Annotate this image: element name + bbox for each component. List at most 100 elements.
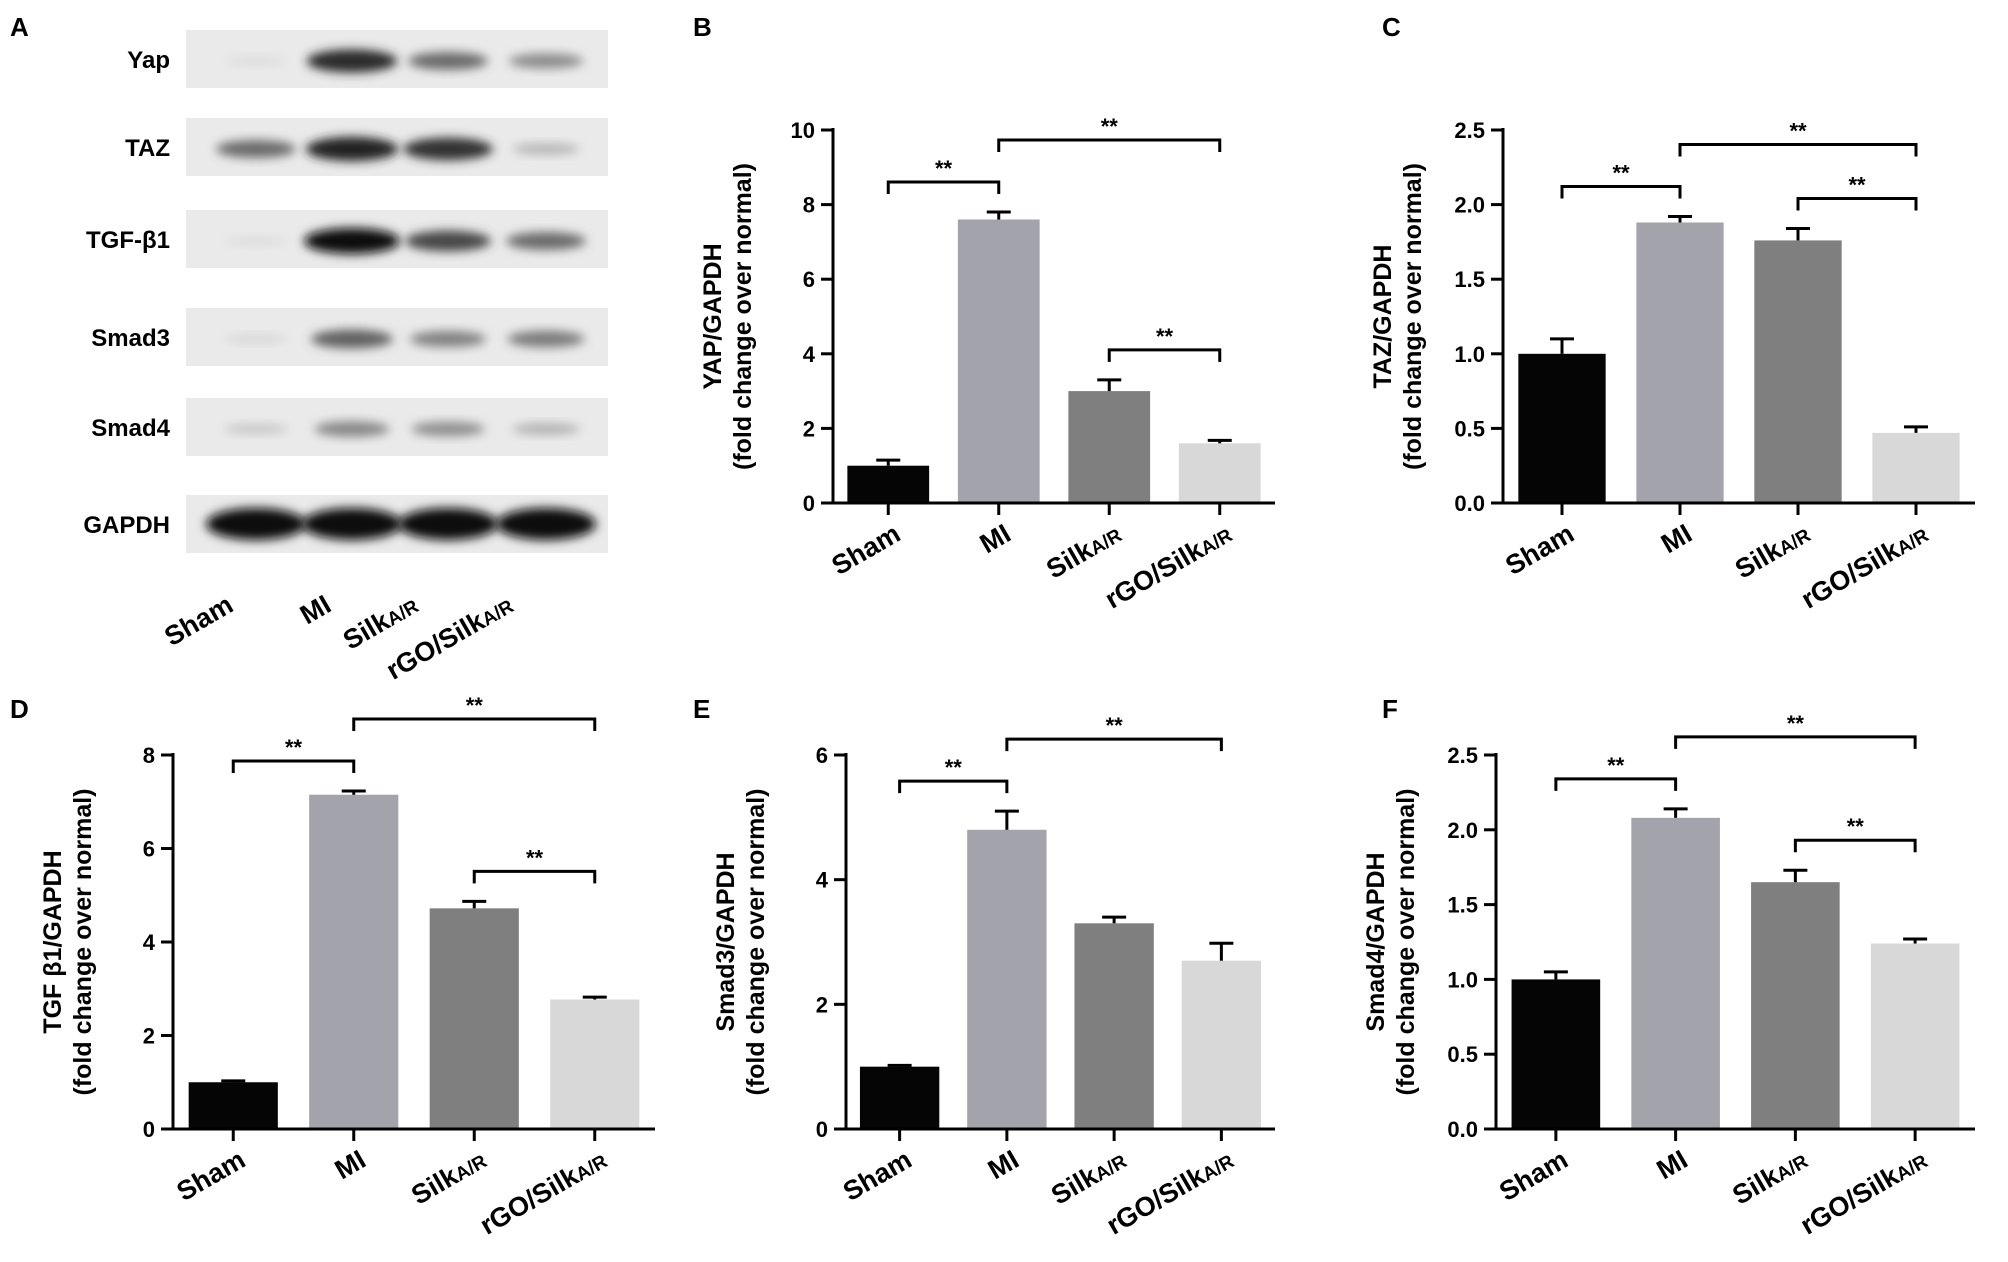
panel-letter: D [10,694,29,724]
x-tick-label-main: MI [330,1144,371,1185]
blot-band [512,143,580,155]
bar-Sham [188,1082,278,1129]
significance-bracket [231,759,356,773]
blot-band [411,421,485,437]
significance-label: ** [935,156,953,181]
significance-bracket [898,779,1009,794]
blot-label: Smad3 [91,325,170,352]
significance-bracket [1796,196,1918,211]
x-tick-label: Sham [1500,518,1579,581]
y-tick-label: 0.0 [1454,491,1485,516]
y-tick-label: 1.5 [1454,267,1485,292]
y-axis-label: TAZ/GAPDH(fold change over normal) [1369,163,1427,470]
significance-label: ** [945,755,963,780]
blot-band [311,329,393,349]
panel-letter: B [693,12,712,42]
y-tick-label: 2 [816,992,828,1017]
y-tick-label: 4 [803,342,816,367]
bar-chart-D: D 0 2 4 6 8 TGF β1/GAPDH(fold change over norm… [10,693,655,1241]
bar-Sham [847,465,930,503]
y-axis-label: TGF β1/GAPDH(fold change over normal) [39,789,97,1096]
x-tick-label-main: rGO/Silk [1796,534,1905,614]
y-tick-label: 1.0 [1447,967,1478,992]
significance-bracket [1793,838,1917,853]
blot-band [225,56,287,66]
significance-label: ** [1106,713,1124,738]
blot-band [512,423,580,435]
y-axis-label-line1: YAP/GAPDH [699,243,727,389]
significance-bracket [352,717,597,731]
significance-label: ** [1612,161,1630,186]
bar-rGOSilkAR [1870,943,1960,1129]
x-tick-label-main: MI [1656,518,1697,559]
y-tick-label: 1.0 [1454,342,1485,367]
significance-bracket [1560,185,1682,199]
blot-band [314,421,390,437]
x-tick-label-main: Sham [838,1144,917,1207]
blot-band [225,334,287,344]
y-tick-label: 0 [816,1117,828,1142]
bar-MI [1636,222,1724,503]
significance-bracket [997,138,1222,153]
bar-MI [957,219,1040,503]
blot-row: Smad3 [91,308,608,366]
x-tick-label: rGO/SilkA/R [1795,1144,1932,1241]
blot-band [225,236,287,246]
x-tick-label: Sham [1494,1144,1573,1207]
bar-SilkAR [1754,240,1842,503]
significance-label: ** [1847,814,1865,839]
y-tick-label: 4 [816,868,829,893]
x-tick-label-main: MI [975,518,1016,559]
y-tick-label: 2 [803,416,815,441]
y-tick-label: 0 [143,1117,155,1142]
blot-band [508,53,584,69]
bar-chart-F: F 0.0 0.5 1.0 1.5 2.0 2.5 Smad4/GAPDH(fold chan… [1362,694,1975,1241]
blot-row: GAPDH [83,495,608,553]
significance-label: ** [466,693,484,718]
y-axis-label: Smad4/GAPDH(fold change over normal) [1362,789,1420,1096]
y-tick-label: 2.5 [1447,743,1478,768]
y-tick-label: 2.0 [1447,818,1478,843]
blot-band [206,508,306,540]
bar-MI [967,829,1047,1129]
x-tick-label: rGO/SilkA/R [1100,518,1237,615]
x-tick-label-main: MI [983,1144,1024,1185]
bar-Sham [859,1066,940,1129]
significance-bracket [472,869,597,884]
x-tick-label-main: MI [1652,1144,1693,1185]
blot-label: TGF-β1 [86,227,170,254]
y-tick-label: 2 [143,1024,155,1049]
y-tick-label: 2.0 [1454,193,1485,218]
blot-row: TAZ [125,118,608,176]
significance-bracket [1107,348,1222,362]
significance-label: ** [1607,753,1625,778]
x-tick-label: MI [1652,1144,1693,1185]
significance-label: ** [285,735,303,760]
blot-label: GAPDH [83,512,170,539]
blot-label: Smad4 [91,415,170,442]
y-axis-label-line2: (fold change over normal) [1399,163,1427,470]
lane-label: Sham [159,589,238,652]
blot-band [223,423,289,435]
x-tick-label: SilkA/R [1730,518,1815,584]
blot-band [306,49,398,73]
bar-rGOSilkAR [1178,443,1261,503]
significance-bracket [886,180,1001,195]
x-tick-label: SilkA/R [1041,518,1126,584]
bar-rGOSilkAR [550,999,640,1129]
bar-SilkAR [1068,391,1151,503]
x-tick-label-main: rGO/Silk [1795,1160,1904,1240]
x-tick-label: SilkA/R [1046,1144,1131,1210]
x-tick-label-main: Sham [1500,518,1579,581]
blot-band [496,508,596,540]
bar-SilkAR [1074,923,1154,1129]
blot-row: Yap [127,30,608,88]
blot-band [216,140,296,158]
panel-letter: C [1382,12,1401,42]
x-tick-label: rGO/SilkA/R [1796,518,1933,615]
blot-band [302,508,402,540]
blot-band [403,137,493,161]
y-tick-label: 0.5 [1454,416,1485,441]
blot-band [405,230,491,252]
